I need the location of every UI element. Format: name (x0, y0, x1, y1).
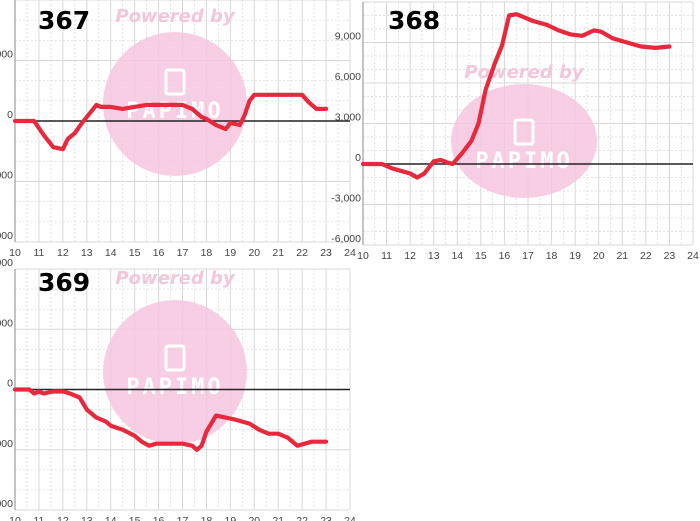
panel-label-367: 367 (38, 6, 91, 35)
x-tick-label: 15 (129, 515, 141, 521)
chart-368-svg: Powered by PAPIMO 12,000 9,000 6,000 3,000 0 -3… (329, 0, 699, 262)
y-tick-label: 12,000 (329, 0, 361, 2)
x-tick-label: 18 (201, 247, 213, 259)
watermark-circle (103, 300, 247, 444)
chart-panel-369: Powered by PAPIMO 6,000 3,000 0 -3,000 -6,000 1… (0, 257, 356, 521)
x-tick-label: 12 (404, 250, 416, 262)
x-tick-label: 21 (616, 250, 628, 262)
watermark-brand: PAPIMO (475, 149, 572, 174)
y-tick-label: -6,000 (331, 233, 361, 245)
y-tick-label: 6,000 (335, 71, 361, 83)
x-tick-label: 24 (344, 515, 356, 521)
x-tick-label: 22 (296, 247, 308, 259)
x-tick-label: 11 (381, 250, 392, 262)
x-tick-label: 20 (248, 247, 260, 259)
x-tick-label: 23 (320, 247, 332, 259)
watermark-text: Powered by (464, 62, 585, 83)
x-tick-label: 11 (33, 515, 44, 521)
x-tick-label: 21 (272, 247, 284, 259)
x-tick-label: 13 (81, 515, 93, 521)
y-tick-label: 3,000 (335, 112, 361, 124)
y-tick-label: -3,000 (0, 438, 13, 450)
panel-label-368: 368 (388, 6, 441, 35)
x-tick-label: 12 (57, 515, 69, 521)
y-tick-label: 9,000 (335, 31, 361, 43)
watermark-logo-icon (513, 118, 535, 146)
x-tick-label: 17 (177, 247, 189, 259)
y-tick-label: -3,000 (0, 170, 13, 182)
chart-369-svg: Powered by PAPIMO 6,000 3,000 0 -3,000 -6,000 1… (0, 257, 356, 521)
watermark-brand: PAPIMO (126, 375, 223, 400)
x-tick-label: 10 (357, 250, 369, 262)
x-tick-label: 22 (296, 515, 308, 521)
chart-panel-368: Powered by PAPIMO 12,000 9,000 6,000 3,000 0 -3… (329, 0, 700, 262)
x-tick-label: 20 (248, 515, 260, 521)
y-tick-label: 3,000 (0, 49, 13, 61)
watermark-circle (451, 84, 597, 198)
x-tick-label: 15 (475, 250, 487, 262)
y-tick-label: 6,000 (0, 257, 13, 269)
x-tick-label: 16 (153, 515, 165, 521)
x-tick-label: 12 (57, 247, 69, 259)
chart-panel-367: Powered byPAPIMO6,0003,0000-3,000-6,0001… (0, 0, 356, 260)
x-tick-label: 21 (272, 515, 284, 521)
x-tick-label: 19 (569, 250, 581, 262)
x-tick-label: 20 (593, 250, 605, 262)
y-tick-label: 3,000 (0, 317, 13, 329)
y-tick-label: 0 (7, 109, 13, 121)
watermark-text: Powered by (115, 6, 236, 27)
series-line (12, 92, 329, 152)
x-tick-label: 18 (201, 515, 213, 521)
x-tick-label: 15 (129, 247, 141, 259)
x-tick-label: 13 (81, 247, 93, 259)
x-tick-label: 24 (687, 250, 699, 262)
y-tick-label: -6,000 (0, 498, 13, 510)
x-tick-label: 16 (499, 250, 511, 262)
x-tick-label: 16 (153, 247, 165, 259)
y-tick-label: 0 (355, 152, 361, 164)
x-tick-label: 24 (344, 247, 356, 259)
x-tick-label: 23 (664, 250, 676, 262)
panel-label-369: 369 (38, 268, 91, 297)
x-tick-label: 10 (9, 515, 21, 521)
x-tick-label: 13 (428, 250, 440, 262)
x-tick-label: 17 (522, 250, 534, 262)
x-tick-label: 14 (105, 515, 117, 521)
x-tick-label: 14 (451, 250, 463, 262)
x-tick-label: 17 (177, 515, 189, 521)
y-tick-label: 0 (7, 378, 13, 390)
x-tick-label: 19 (225, 247, 237, 259)
x-tick-label: 19 (225, 515, 237, 521)
watermark-logo-icon (164, 344, 186, 372)
x-tick-label: 23 (320, 515, 332, 521)
watermark-logo-icon (164, 68, 186, 96)
y-tick-label: -3,000 (331, 193, 361, 205)
x-tick-label: 22 (640, 250, 652, 262)
series-line (360, 12, 672, 180)
x-tick-label: 10 (9, 247, 21, 259)
y-tick-label: -6,000 (0, 230, 13, 242)
chart-367-svg: Powered byPAPIMO6,0003,0000-3,000-6,0001… (0, 0, 356, 259)
x-tick-label: 11 (33, 247, 44, 259)
x-tick-label: 18 (546, 250, 558, 262)
series-line (12, 387, 329, 452)
x-tick-label: 14 (105, 247, 117, 259)
watermark-text: Powered by (115, 268, 236, 289)
